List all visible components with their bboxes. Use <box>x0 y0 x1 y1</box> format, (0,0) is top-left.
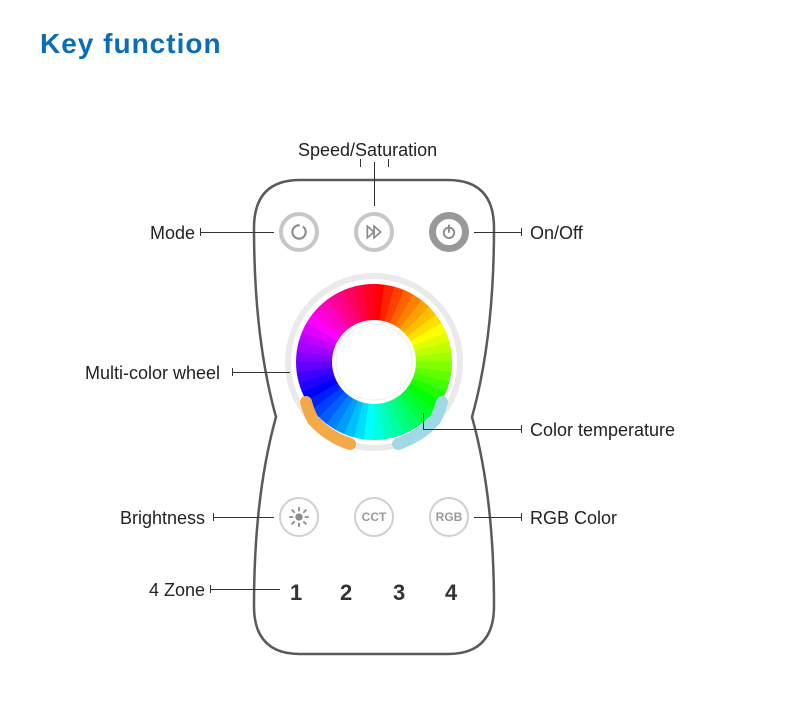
rgb-label: RGB <box>436 510 463 524</box>
label-onoff: On/Off <box>530 223 583 244</box>
zone-1[interactable]: 1 <box>290 580 302 606</box>
label-wheel: Multi-color wheel <box>85 363 220 384</box>
cct-label: CCT <box>362 510 387 524</box>
leader-zone <box>210 589 280 590</box>
fast-forward-icon <box>364 222 384 242</box>
leader-onoff-tick <box>521 228 522 236</box>
label-brightness: Brightness <box>120 508 205 529</box>
leader-rgb-tick <box>521 513 522 521</box>
leader-zone-tick <box>210 585 211 593</box>
leader-wheel <box>232 372 290 373</box>
zone-3[interactable]: 3 <box>393 580 405 606</box>
leader-mode <box>200 232 274 233</box>
mode-button[interactable] <box>279 212 319 252</box>
leader-wheel-tick <box>232 368 233 376</box>
sun-icon <box>288 506 310 528</box>
leader-ct-tick <box>521 425 522 433</box>
color-wheel[interactable] <box>284 272 464 472</box>
zone-4[interactable]: 4 <box>445 580 457 606</box>
leader-bright <box>213 517 274 518</box>
leader-ct-h <box>423 429 522 430</box>
cct-button[interactable]: CCT <box>354 497 394 537</box>
leader-onoff <box>474 232 522 233</box>
rgb-button[interactable]: RGB <box>429 497 469 537</box>
cycle-icon <box>289 222 309 242</box>
label-zone4: 4 Zone <box>149 580 205 601</box>
power-button[interactable] <box>429 212 469 252</box>
leader-speed-tick-r <box>388 159 389 167</box>
speed-button[interactable] <box>354 212 394 252</box>
label-colortemp: Color temperature <box>530 420 675 441</box>
zone-2[interactable]: 2 <box>340 580 352 606</box>
leader-mode-tick <box>200 228 201 236</box>
leader-ct-v <box>423 413 424 429</box>
power-icon <box>440 223 458 241</box>
label-mode: Mode <box>150 223 195 244</box>
leader-speed-v <box>374 162 375 206</box>
label-rgbcolor: RGB Color <box>530 508 617 529</box>
page-title: Key function <box>40 28 222 60</box>
leader-bright-tick <box>213 513 214 521</box>
leader-rgb <box>474 517 522 518</box>
brightness-button[interactable] <box>279 497 319 537</box>
leader-speed-tick-l <box>360 159 361 167</box>
label-speed: Speed/Saturation <box>298 140 437 161</box>
